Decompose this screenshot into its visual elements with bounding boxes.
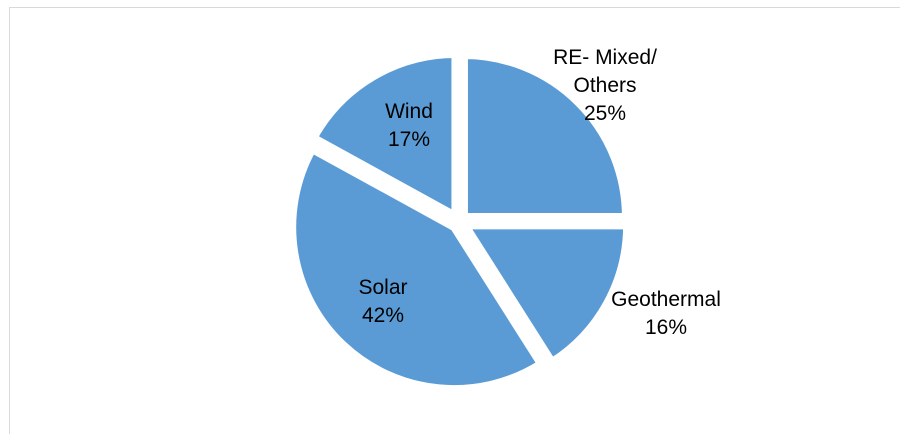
pie-value-label: 42%	[362, 304, 404, 327]
pie-label-wind: Wind 17%	[385, 100, 433, 151]
pie-label-geothermal: Geothermal 16%	[611, 288, 721, 339]
pie-slice-re-mixed-others	[459, 51, 630, 222]
pie-category-label: Geothermal	[611, 288, 721, 311]
pie-label-re-mixed-others: RE- Mixed/Others 25%	[553, 46, 657, 125]
pie-value-label: 17%	[388, 128, 430, 151]
pie-category-label: Others	[573, 74, 636, 97]
chart-frame	[9, 7, 900, 434]
pie-category-label: Wind	[385, 100, 433, 123]
pie-label-solar: Solar 42%	[358, 276, 407, 327]
pie-category-label: RE- Mixed/	[553, 46, 657, 69]
pie-value-label: 16%	[645, 316, 687, 339]
pie-category-label: Solar	[358, 276, 407, 299]
pie-slice-geothermal	[457, 221, 632, 368]
pie-slice-solar	[288, 143, 547, 394]
pie-value-label: 25%	[584, 102, 626, 125]
pie-slice-wind	[308, 49, 460, 223]
